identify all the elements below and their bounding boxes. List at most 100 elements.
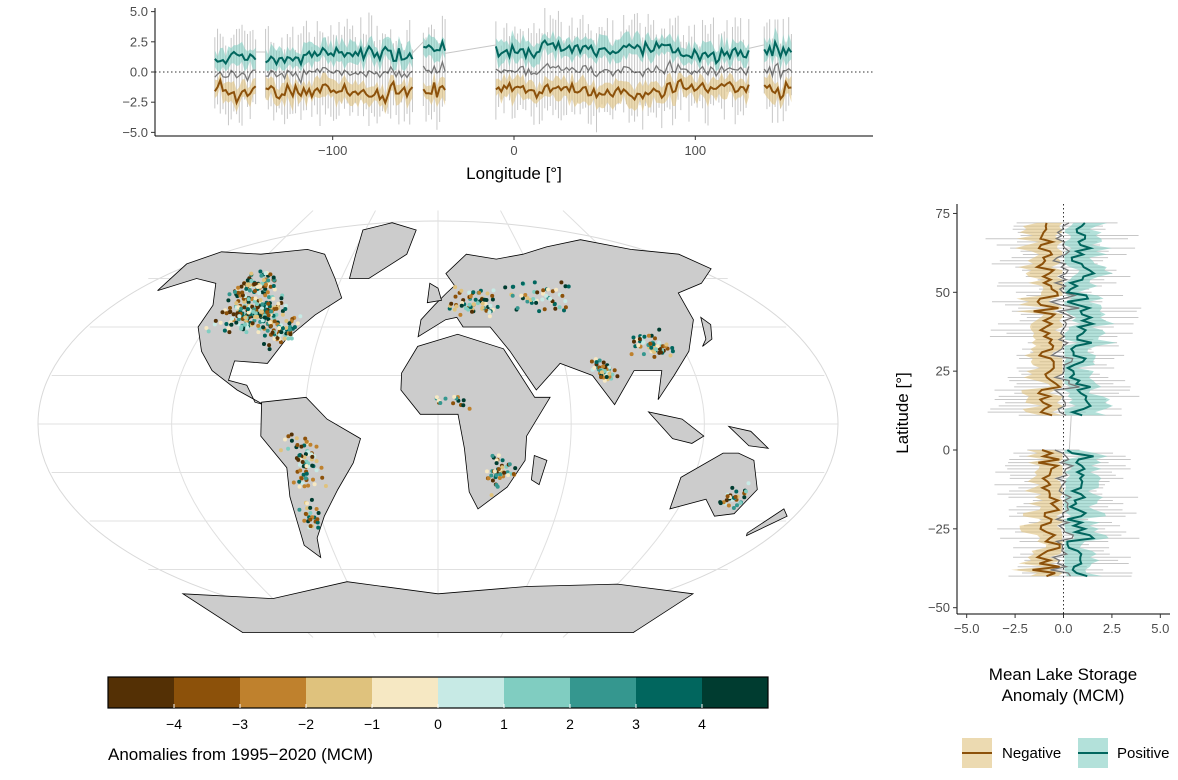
lake-point xyxy=(503,285,508,290)
lake-point xyxy=(298,314,303,319)
lake-point xyxy=(303,436,308,441)
lake-point xyxy=(212,322,217,327)
lake-point xyxy=(220,310,225,315)
lake-point xyxy=(295,443,300,447)
lake-point xyxy=(229,322,234,327)
lake-point xyxy=(246,297,251,302)
lake-point xyxy=(266,301,271,306)
lake-point xyxy=(560,293,565,298)
lake-point xyxy=(648,341,653,346)
lake-point xyxy=(242,305,247,310)
x-tick-label: 2.5 xyxy=(1103,621,1121,636)
lake-point xyxy=(454,304,459,309)
lake-point xyxy=(597,358,602,363)
lake-point xyxy=(310,454,315,459)
lake-point xyxy=(228,306,232,310)
lake-point xyxy=(494,458,499,463)
lake-point xyxy=(483,301,488,306)
lake-point xyxy=(495,304,500,309)
lake-point xyxy=(246,300,251,305)
lake-point xyxy=(262,315,267,320)
lake-point xyxy=(484,298,489,302)
lake-point xyxy=(449,301,454,306)
lake-point xyxy=(224,322,229,326)
lake-point xyxy=(491,288,496,293)
lake-point xyxy=(224,311,229,316)
lake-point xyxy=(250,297,254,301)
lake-point xyxy=(563,299,568,304)
lake-point xyxy=(649,333,654,338)
lake-point xyxy=(453,285,458,290)
lake-point xyxy=(540,297,545,302)
lake-point xyxy=(525,299,530,304)
lake-point xyxy=(299,476,304,481)
lake-point xyxy=(594,360,599,365)
colorbar-tick-label: 3 xyxy=(632,716,640,732)
eurasia-landmass xyxy=(417,239,712,406)
uk-landmass xyxy=(426,282,443,304)
lake-point xyxy=(305,501,310,506)
lake-point xyxy=(532,280,537,285)
lake-point xyxy=(302,455,307,460)
lake-point xyxy=(599,370,604,375)
y-tick-label: 5.0 xyxy=(130,4,148,19)
lake-point xyxy=(315,520,320,525)
lake-point xyxy=(227,292,232,297)
profile-legend: Negative Positive xyxy=(962,738,1170,768)
lake-point xyxy=(649,345,654,350)
lake-point xyxy=(226,298,231,303)
lake-point xyxy=(721,500,726,505)
lake-point xyxy=(265,290,270,295)
lake-point xyxy=(258,313,262,318)
lake-point xyxy=(730,485,735,490)
lake-point xyxy=(233,290,237,294)
lake-point xyxy=(252,282,257,287)
lake-point xyxy=(310,463,315,468)
lake-point xyxy=(246,307,250,312)
right-x-axis-label-line2: Anomaly (MCM) xyxy=(1002,686,1125,705)
lake-point xyxy=(266,317,271,322)
lake-point xyxy=(458,312,463,317)
lake-point xyxy=(266,313,271,318)
lake-point xyxy=(513,466,518,471)
lake-point xyxy=(243,322,248,327)
lake-point xyxy=(297,479,302,484)
lake-point xyxy=(263,293,268,298)
lake-point xyxy=(552,301,557,306)
lake-point xyxy=(265,310,270,315)
lake-point xyxy=(264,282,268,287)
lake-point xyxy=(234,320,239,325)
lake-point xyxy=(239,324,244,329)
lake-point xyxy=(490,478,495,483)
lake-point xyxy=(260,302,265,307)
lake-point xyxy=(506,473,511,478)
lake-point xyxy=(245,325,250,330)
indonesia-landmass xyxy=(647,411,705,444)
lake-point xyxy=(276,301,281,306)
lake-point xyxy=(263,271,268,276)
colorbar-swatch xyxy=(240,677,307,708)
lake-point xyxy=(646,333,651,338)
lake-point xyxy=(641,340,646,345)
colorbar-tick-label: 4 xyxy=(698,716,706,732)
colorbar-swatch xyxy=(372,677,439,708)
lake-point xyxy=(243,315,248,320)
lake-point xyxy=(249,271,254,276)
lake-point xyxy=(222,328,227,333)
top-x-axis-label: Longitude [°] xyxy=(466,164,562,183)
lake-point xyxy=(308,511,313,515)
lake-point xyxy=(315,517,320,522)
lake-point xyxy=(502,470,507,475)
lake-point xyxy=(245,278,250,283)
lake-point xyxy=(258,298,263,302)
lake-point xyxy=(726,503,731,508)
gap-connector xyxy=(1068,415,1072,451)
lake-point xyxy=(261,325,266,330)
lake-point xyxy=(634,337,639,342)
lake-point xyxy=(239,306,244,311)
lake-point xyxy=(657,340,661,345)
lake-point xyxy=(288,332,293,337)
colorbar-swatch xyxy=(702,677,769,708)
lake-point xyxy=(510,293,515,298)
